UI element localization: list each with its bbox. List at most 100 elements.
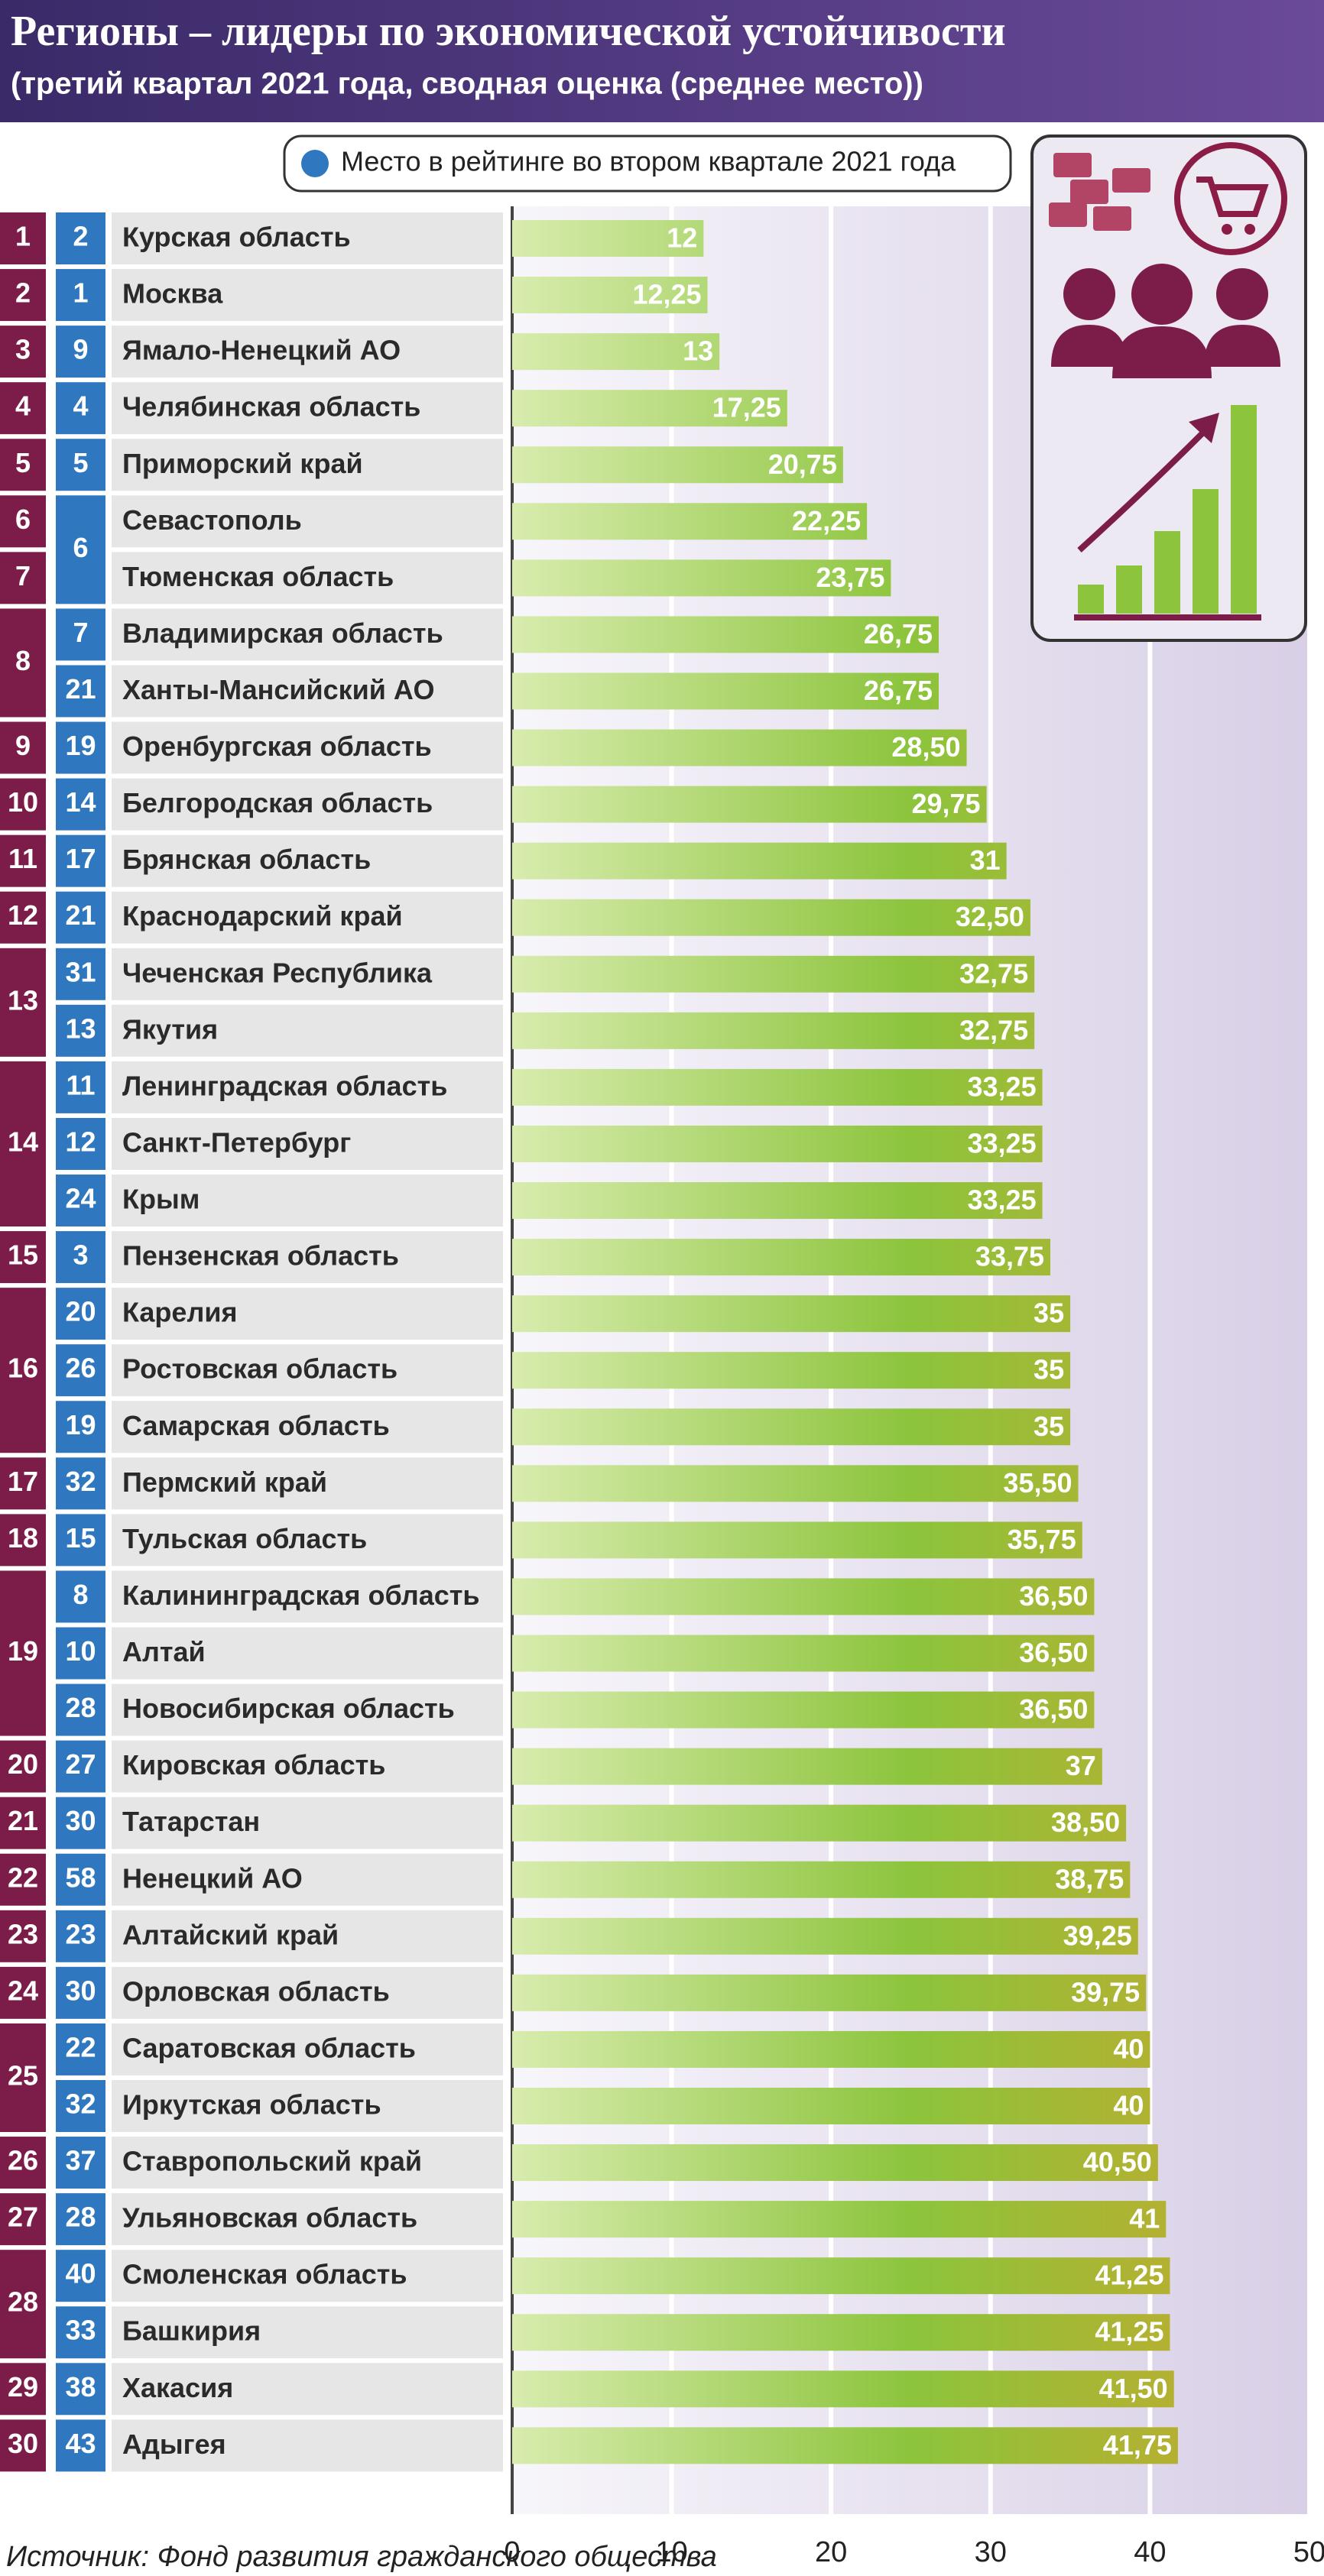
category-label: Смоленская область (122, 2259, 407, 2290)
name-cell (112, 2023, 503, 2075)
value-label: 36,50 (1019, 1637, 1088, 1668)
category-label: Курская область (122, 222, 351, 253)
bar (512, 1917, 1138, 1955)
previous_place-cell (56, 1231, 105, 1284)
rank-label: 14 (8, 1126, 38, 1157)
previous_place-cell (56, 1004, 105, 1057)
name-cell (112, 1683, 503, 1736)
rank-cell (0, 439, 46, 491)
bar (512, 899, 1030, 936)
name-cell (112, 382, 503, 435)
previous_place-label: 3 (73, 1239, 88, 1271)
previous_place-label: 10 (65, 1635, 96, 1667)
value-label: 13 (683, 335, 713, 367)
rank-label: 3 (15, 334, 31, 365)
name-cell (112, 326, 503, 378)
name-cell (112, 2306, 503, 2359)
category-label: Ленинградская область (122, 1070, 447, 1101)
previous_place-cell (56, 721, 105, 774)
bar (512, 1182, 1043, 1220)
name-cell (112, 1514, 503, 1567)
previous_place-cell (56, 2419, 105, 2472)
previous_place-label: 28 (65, 1692, 96, 1723)
previous_place-label: 21 (65, 673, 96, 705)
previous_place-label: 40 (65, 2258, 96, 2289)
previous_place-cell (56, 1175, 105, 1227)
rank-label: 5 (15, 447, 31, 478)
name-cell (112, 948, 503, 1000)
category-label: Санкт-Петербург (122, 1126, 351, 1158)
rank-cell (0, 2193, 46, 2246)
category-label: Владимирская область (122, 617, 443, 649)
previous_place-cell (56, 1797, 105, 1849)
previous_place-cell (56, 1344, 105, 1397)
previous_place-label: 17 (65, 843, 96, 874)
category-label: Белгородская область (122, 787, 433, 818)
category-label: Хакасия (122, 2372, 233, 2403)
name-cell (112, 1966, 503, 2019)
bar (512, 2030, 1150, 2068)
rank-cell (0, 1231, 46, 1284)
rank-cell (0, 1797, 46, 1849)
previous_place-cell (56, 2193, 105, 2246)
previous_place-label: 6 (73, 532, 88, 563)
rank-cell (0, 1288, 46, 1453)
category-label: Ненецкий АО (122, 1862, 303, 1894)
rank-label: 4 (15, 390, 31, 422)
value-label: 39,75 (1071, 1976, 1140, 2007)
rank-cell (0, 1740, 46, 1793)
bar (512, 1012, 1035, 1049)
rank-cell (0, 495, 46, 548)
category-label: Севастополь (122, 504, 302, 536)
rank-cell (0, 1570, 46, 1736)
value-label: 35 (1034, 1354, 1064, 1385)
rank-label: 6 (15, 504, 31, 535)
rank-label: 11 (8, 843, 37, 874)
value-label: 41,25 (1095, 2316, 1163, 2348)
value-label: 32,50 (956, 901, 1024, 932)
category-label: Пензенская область (122, 1240, 399, 1272)
name-cell (112, 1797, 503, 1849)
bar (512, 955, 1035, 993)
legend-box (283, 134, 1012, 193)
name-cell (112, 1061, 503, 1113)
bar (512, 333, 720, 371)
name-cell (112, 1401, 503, 1453)
category-label: Приморский край (122, 448, 363, 479)
category-label: Татарстан (122, 1806, 260, 1837)
name-cell (112, 2193, 503, 2246)
rank-cell (0, 2137, 46, 2189)
previous_place-label: 12 (65, 1126, 96, 1157)
rank-cell (0, 1061, 46, 1227)
previous_place-label: 33 (65, 2315, 96, 2346)
rank-cell (0, 269, 46, 322)
previous_place-label: 5 (73, 447, 88, 478)
value-label: 38,50 (1051, 1806, 1120, 1838)
previous_place-label: 58 (65, 1862, 96, 1893)
name-cell (112, 2250, 503, 2302)
rank-cell (0, 2363, 46, 2416)
rank-cell (0, 2250, 46, 2359)
cart-circle (1174, 142, 1287, 255)
previous_place-label: 8 (73, 1579, 88, 1610)
rank-cell (0, 834, 46, 887)
growth-bars (1078, 405, 1257, 614)
bar (512, 786, 987, 823)
value-label: 33,25 (968, 1127, 1037, 1158)
category-label: Алтайский край (122, 1919, 339, 1950)
value-label: 31 (970, 844, 1001, 876)
category-label: Чеченская Республика (122, 957, 433, 988)
category-label: Ставропольский край (122, 2146, 422, 2177)
bar (512, 390, 787, 427)
previous_place-label: 28 (65, 2202, 96, 2233)
rank-label: 17 (8, 1466, 38, 1497)
bar (512, 2257, 1170, 2295)
previous_place-label: 26 (65, 1353, 96, 1384)
x-tick-label: 50 (1293, 2536, 1324, 2568)
rank-cell (0, 721, 46, 774)
previous_place-cell (56, 1514, 105, 1567)
value-label: 23,75 (816, 562, 884, 593)
value-label: 40 (1113, 2089, 1144, 2121)
bar (512, 1521, 1082, 1559)
value-label: 26,75 (864, 618, 933, 650)
